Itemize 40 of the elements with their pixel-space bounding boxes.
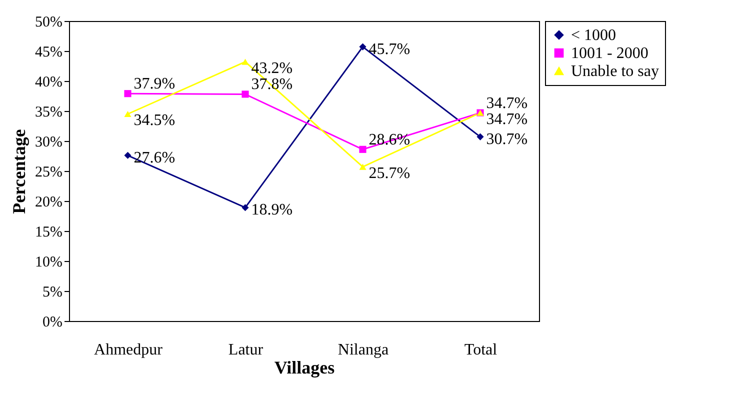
y-axis-title: Percentage: [9, 129, 30, 214]
y-tick-label: 45%: [35, 44, 62, 60]
point: [124, 90, 132, 98]
x-tick-label: Nilanga: [338, 342, 389, 358]
x-tick-label: Latur: [228, 342, 264, 358]
y-tick-label: 35%: [35, 104, 62, 120]
y-tick-label: 0%: [42, 314, 62, 330]
data-label: 34.5%: [134, 112, 176, 129]
point: [124, 110, 132, 118]
legend-label: 1001 - 2000: [571, 45, 648, 62]
data-label: 37.9%: [134, 76, 176, 93]
y-tick-label: 40%: [35, 74, 62, 90]
point: [476, 133, 484, 140]
data-label: 34.7%: [486, 94, 528, 112]
data-label: 18.9%: [251, 202, 293, 219]
x-axis-title: Villages: [274, 358, 335, 378]
point: [359, 43, 366, 50]
y-tick-label: 25%: [35, 164, 62, 180]
data-label: 25.7%: [368, 164, 410, 182]
point: [359, 146, 366, 153]
x-tick-label: Ahmedpur: [94, 342, 164, 358]
point: [242, 204, 249, 212]
data-label: 45.7%: [368, 40, 410, 58]
data-label: 27.6%: [134, 149, 176, 166]
data-label: 30.7%: [486, 130, 528, 148]
point: [359, 164, 366, 170]
y-tick-label: 10%: [35, 254, 62, 270]
y-tick-label: 20%: [35, 194, 62, 210]
y-tick-label: 50%: [35, 14, 62, 30]
y-tick-label: 15%: [35, 224, 62, 240]
y-tick-label: 5%: [42, 284, 62, 300]
data-label: 43.2%: [251, 60, 293, 77]
y-tick-label: 30%: [35, 134, 62, 150]
point: [242, 90, 249, 98]
legend-label: < 1000: [571, 27, 616, 44]
point: [242, 58, 249, 65]
legend-label: Unable to say: [571, 63, 659, 80]
point: [124, 152, 132, 159]
x-tick-label: Total: [464, 342, 498, 358]
data-label: 34.7%: [486, 110, 528, 128]
